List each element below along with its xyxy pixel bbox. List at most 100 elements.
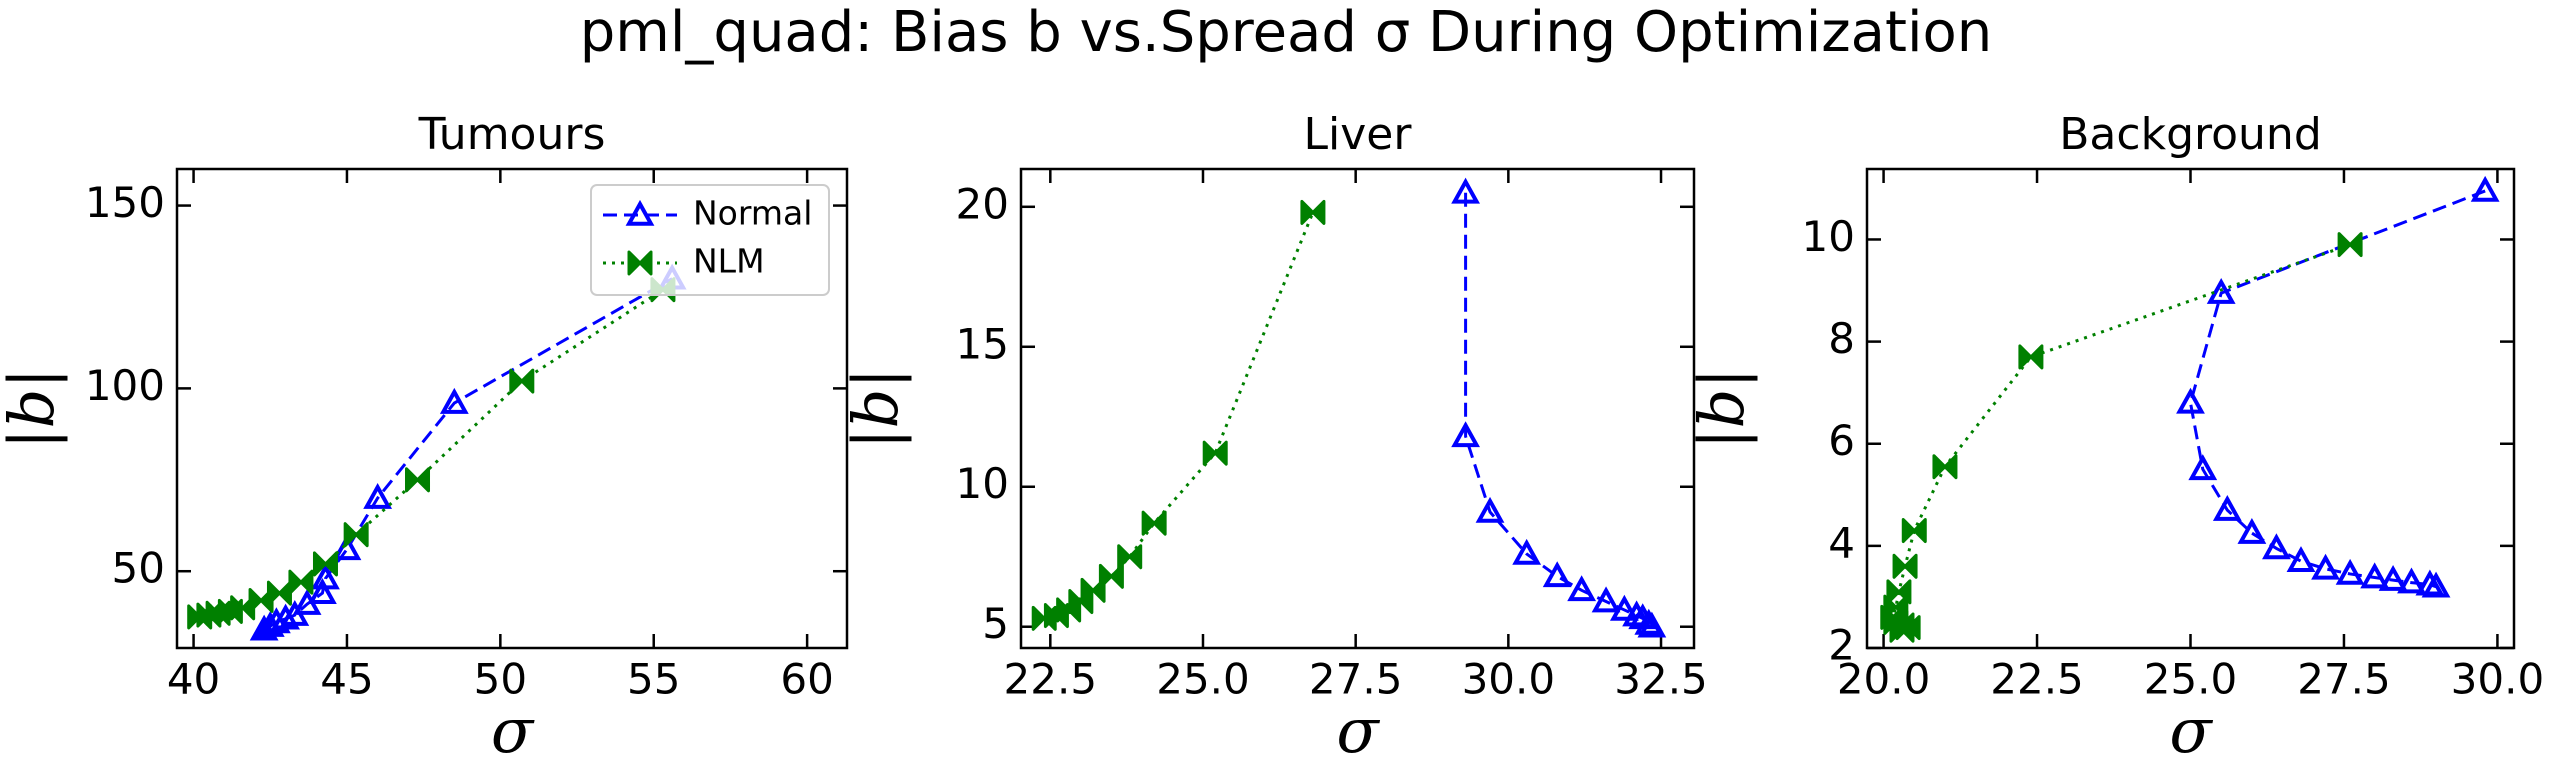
marker bbox=[1889, 617, 1915, 643]
marker bbox=[2018, 344, 2044, 370]
marker bbox=[2421, 571, 2451, 598]
marker bbox=[2378, 564, 2408, 591]
marker bbox=[2237, 517, 2267, 544]
marker bbox=[2470, 175, 2500, 202]
y-tick-label: 6 bbox=[1828, 416, 1855, 465]
x-tick-label: 60 bbox=[780, 655, 833, 704]
marker bbox=[1892, 553, 1918, 579]
legend-label: NLM bbox=[693, 242, 765, 281]
plot-frame bbox=[1865, 167, 2516, 650]
x-tick-label: 32.5 bbox=[1614, 655, 1708, 704]
marker bbox=[2286, 546, 2316, 572]
marker bbox=[1901, 518, 1927, 544]
marker bbox=[1080, 577, 1106, 603]
marker bbox=[1451, 177, 1480, 204]
x-tick-label: 25.0 bbox=[1156, 655, 1250, 704]
marker bbox=[2176, 387, 2205, 414]
x-tick-label: 40 bbox=[167, 655, 220, 704]
figure-title: pml_quad: Bias b vs.Spread σ During Opti… bbox=[580, 0, 1993, 65]
marker bbox=[2262, 533, 2291, 560]
marker bbox=[308, 578, 337, 604]
y-tick-label: 4 bbox=[1828, 518, 1855, 567]
marker bbox=[1300, 199, 1326, 225]
marker bbox=[2337, 232, 2363, 258]
marker bbox=[1098, 563, 1124, 589]
subplot: Background σ |b| 20.0 22.5 25.0 27.5 30.0 2 4 6 8 10 bbox=[1685, 109, 2544, 767]
series-line bbox=[1043, 211, 1315, 620]
y-tick-label: 15 bbox=[956, 319, 1009, 368]
x-tick-label: 22.5 bbox=[1004, 655, 1098, 704]
x-tick-label: 27.5 bbox=[1309, 655, 1403, 704]
subplot: Tumours σ |b| 40 45 50 55 60 50 100 150 Normal NLM bbox=[0, 109, 849, 767]
y-tick-label: 2 bbox=[1828, 621, 1855, 670]
y-tick-label: 150 bbox=[85, 178, 165, 227]
marker bbox=[1202, 440, 1228, 466]
marker bbox=[405, 467, 431, 493]
x-axis-label: σ bbox=[1336, 694, 1380, 767]
marker bbox=[332, 534, 362, 561]
plot-frame bbox=[1019, 167, 1696, 650]
marker bbox=[312, 551, 338, 577]
marker bbox=[1451, 421, 1480, 448]
y-tick-label: 10 bbox=[956, 459, 1009, 508]
y-axis-label: |b| bbox=[0, 368, 68, 449]
series-line bbox=[1464, 192, 1653, 628]
subplot-title: Tumours bbox=[418, 109, 606, 160]
marker bbox=[1637, 611, 1667, 638]
marker bbox=[2397, 567, 2426, 594]
x-tick-label: 50 bbox=[474, 655, 527, 704]
marker bbox=[1932, 454, 1958, 480]
x-tick-label: 45 bbox=[320, 655, 373, 704]
subplot-title: Liver bbox=[1304, 109, 1413, 160]
marker bbox=[363, 482, 393, 509]
marker bbox=[1542, 561, 1572, 588]
y-axis-label: |b| bbox=[839, 368, 912, 449]
marker bbox=[2360, 562, 2390, 589]
marker bbox=[271, 603, 300, 630]
x-tick-label: 27.5 bbox=[2297, 655, 2391, 704]
series-line bbox=[199, 288, 664, 619]
marker bbox=[439, 387, 469, 414]
x-tick-label: 30.0 bbox=[1462, 655, 1556, 704]
series-line bbox=[1891, 243, 2351, 632]
x-tick-label: 30.0 bbox=[2451, 655, 2545, 704]
x-tick-label: 25.0 bbox=[2144, 655, 2238, 704]
marker bbox=[1567, 575, 1597, 602]
x-axis-label: σ bbox=[2169, 694, 2213, 767]
subplot-title: Background bbox=[2059, 109, 2322, 160]
marker bbox=[2311, 553, 2340, 580]
marker bbox=[1512, 538, 1542, 565]
marker bbox=[1591, 586, 1621, 613]
series-line bbox=[263, 277, 673, 632]
x-tick-label: 20.0 bbox=[1837, 655, 1931, 704]
y-tick-label: 10 bbox=[1802, 212, 1855, 261]
marker bbox=[1622, 600, 1651, 627]
x-axis-label: σ bbox=[491, 694, 535, 767]
marker bbox=[1475, 496, 1505, 523]
marker bbox=[261, 607, 291, 634]
subplot: Liver σ |b| 22.5 25.0 27.5 30.0 32.5 5 10 15 20 bbox=[839, 109, 1708, 767]
y-axis-label: |b| bbox=[1685, 368, 1758, 449]
marker bbox=[2206, 277, 2236, 304]
marker bbox=[249, 614, 279, 641]
y-tick-label: 100 bbox=[85, 361, 165, 410]
plot-frame bbox=[175, 167, 849, 650]
marker bbox=[1609, 594, 1639, 621]
legend-label: Normal bbox=[693, 194, 812, 233]
marker bbox=[288, 569, 314, 595]
marker bbox=[2188, 454, 2218, 481]
x-tick-label: 22.5 bbox=[1990, 655, 2084, 704]
x-tick-label: 55 bbox=[627, 655, 680, 704]
y-tick-label: 50 bbox=[112, 544, 165, 593]
y-tick-label: 20 bbox=[956, 179, 1009, 228]
marker bbox=[311, 563, 340, 590]
legend-marker bbox=[627, 250, 653, 276]
legend-marker bbox=[625, 199, 655, 226]
y-tick-label: 8 bbox=[1828, 314, 1855, 363]
marker bbox=[509, 368, 535, 394]
marker bbox=[266, 580, 292, 606]
marker bbox=[1141, 510, 1167, 536]
marker bbox=[1117, 544, 1143, 570]
marker bbox=[2212, 495, 2242, 521]
